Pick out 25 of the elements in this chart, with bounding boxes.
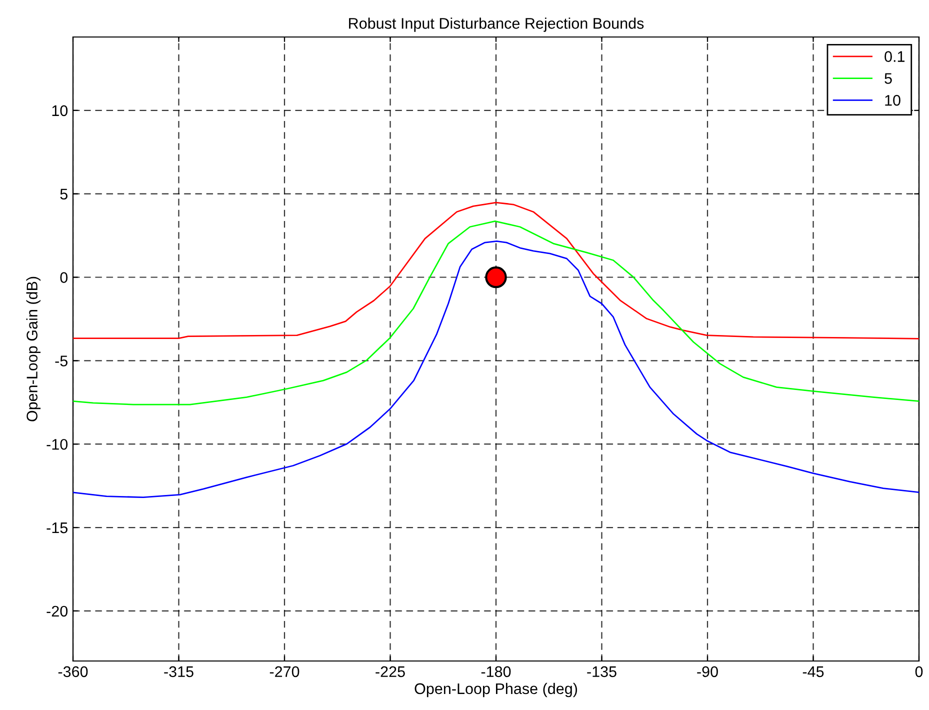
legend-label: 0.1 [884,51,905,62]
x-tick-label: -180 [481,666,511,678]
y-tick-label: -20 [46,606,68,617]
x-tick-label: -315 [164,666,194,678]
x-tick-label: 0 [915,666,923,678]
legend-label: 10 [885,94,900,106]
y-tick-label: 5 [60,188,68,200]
line-series [73,240,919,498]
y-axis-title: Open-Loop Gain (dB) [26,276,41,422]
legend-label: 5 [884,73,892,84]
x-tick-label: -90 [697,666,718,678]
line-series [73,202,919,340]
y-tick-label: 10 [52,105,68,116]
chart-title: Robust Input Disturbance Rejection Bounds [349,18,644,32]
x-tick-label: -225 [376,666,405,678]
y-tick-label: -5 [55,356,68,366]
y-tick-label: 0 [60,272,68,283]
x-tick-label: -45 [802,666,824,678]
x-tick-label: -360 [58,666,88,678]
x-tick-label: -270 [270,666,300,678]
x-axis-title: Open-Loop Phase (deg) [414,682,578,698]
y-tick-label: -15 [46,522,68,534]
x-tick-label: -135 [587,666,616,678]
y-tick-label: -10 [46,438,68,450]
line-series [73,220,919,406]
